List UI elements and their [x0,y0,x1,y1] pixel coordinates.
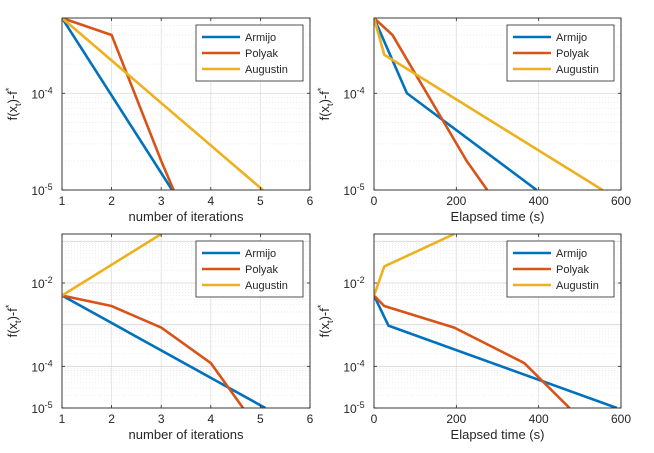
series-line-polyak [374,18,489,190]
x-tick-label: 0 [371,412,378,426]
chart-panel-2: 0 200 400 600 10-5 10-4 Elapsed time (s) f(xt)-… [316,17,631,224]
x-tick-label: 400 [529,412,549,426]
series-line-augustin [374,18,604,190]
legend-label-augustin: Augustin [245,64,288,76]
y-axis-label: f(xt)-f* [316,304,335,337]
x-tick-label: 3 [158,194,165,208]
y-axis-label: f(xt)-f* [316,87,335,120]
x-tick-label: 600 [611,194,631,208]
x-tick-label: 4 [207,194,214,208]
legend-label-augustin: Augustin [245,280,288,292]
x-tick-label: 4 [207,412,214,426]
x-tick-label: 2 [108,412,115,426]
series-line-polyak [62,18,175,190]
legend-label-armijo: Armijo [556,32,587,44]
x-tick-label: 200 [446,194,466,208]
legend-label-armijo: Armijo [245,248,276,260]
x-axis-label: number of iterations [129,427,244,442]
x-tick-label: 400 [529,194,549,208]
y-tick-label: 10-2 [343,275,364,291]
y-tick-label: 10-4 [343,358,364,374]
axes-box [373,233,622,409]
chart-panel-4: 0 200 400 600 10-5 10-4 10-2 Elapsed time (s) f(… [316,233,631,442]
x-axis-label: number of iterations [129,209,244,224]
axes-box [373,17,622,191]
legend-label-polyak: Polyak [245,264,279,276]
x-tick-label: 200 [446,412,466,426]
x-axis-label: Elapsed time (s) [451,209,545,224]
legend: Armijo Polyak Augustin [506,240,615,298]
legend: Armijo Polyak Augustin [506,24,615,82]
x-tick-label: 5 [257,194,264,208]
legend-label-polyak: Polyak [556,264,590,276]
x-tick-label: 1 [59,194,66,208]
x-tick-label: 600 [611,412,631,426]
x-axis-label: Elapsed time (s) [451,427,545,442]
x-tick-label: 2 [108,194,115,208]
series-line-armijo [62,294,266,408]
y-tick-label: 10-5 [31,400,52,416]
axes-box [61,233,311,409]
series-line-augustin [62,234,162,297]
chart-panel-1: 1 2 3 4 5 6 10-5 10-4 number of iterations f(xt)-… [4,17,314,224]
y-tick-label: 10-4 [31,358,52,374]
series-line-armijo [374,18,538,190]
x-tick-label: 1 [59,412,66,426]
y-tick-label: 10-4 [31,85,52,101]
legend-label-augustin: Augustin [556,280,599,292]
y-tick-label: 10-5 [343,182,364,198]
x-tick-label: 6 [307,412,314,426]
legend: Armijo Polyak Augustin [195,240,304,298]
y-axis-label: f(xt)-f* [4,304,23,337]
chart-panel-3: 1 2 3 4 5 6 10-5 10-4 10-2 number of iterations f(… [4,233,314,442]
series-line-armijo [62,18,174,190]
legend-label-polyak: Polyak [245,48,279,60]
legend: Armijo Polyak Augustin [195,24,304,82]
series-line-polyak [62,294,245,408]
legend-box [195,24,304,82]
x-tick-label: 0 [371,194,378,208]
legend-label-armijo: Armijo [245,32,276,44]
y-tick-label: 10-2 [31,275,52,291]
x-tick-label: 3 [158,412,165,426]
legend-label-armijo: Armijo [556,248,587,260]
series-line-augustin [374,234,455,296]
series-line-augustin [62,18,264,190]
x-tick-label: 6 [307,194,314,208]
legend-label-polyak: Polyak [556,48,590,60]
legend-label-augustin: Augustin [556,64,599,76]
y-tick-label: 10-4 [343,85,364,101]
y-axis-label: f(xt)-f* [4,87,23,120]
x-tick-label: 5 [257,412,264,426]
series-line-polyak [374,294,571,408]
axes-box [61,17,311,191]
y-tick-label: 10-5 [343,400,364,416]
y-tick-label: 10-5 [31,182,52,198]
